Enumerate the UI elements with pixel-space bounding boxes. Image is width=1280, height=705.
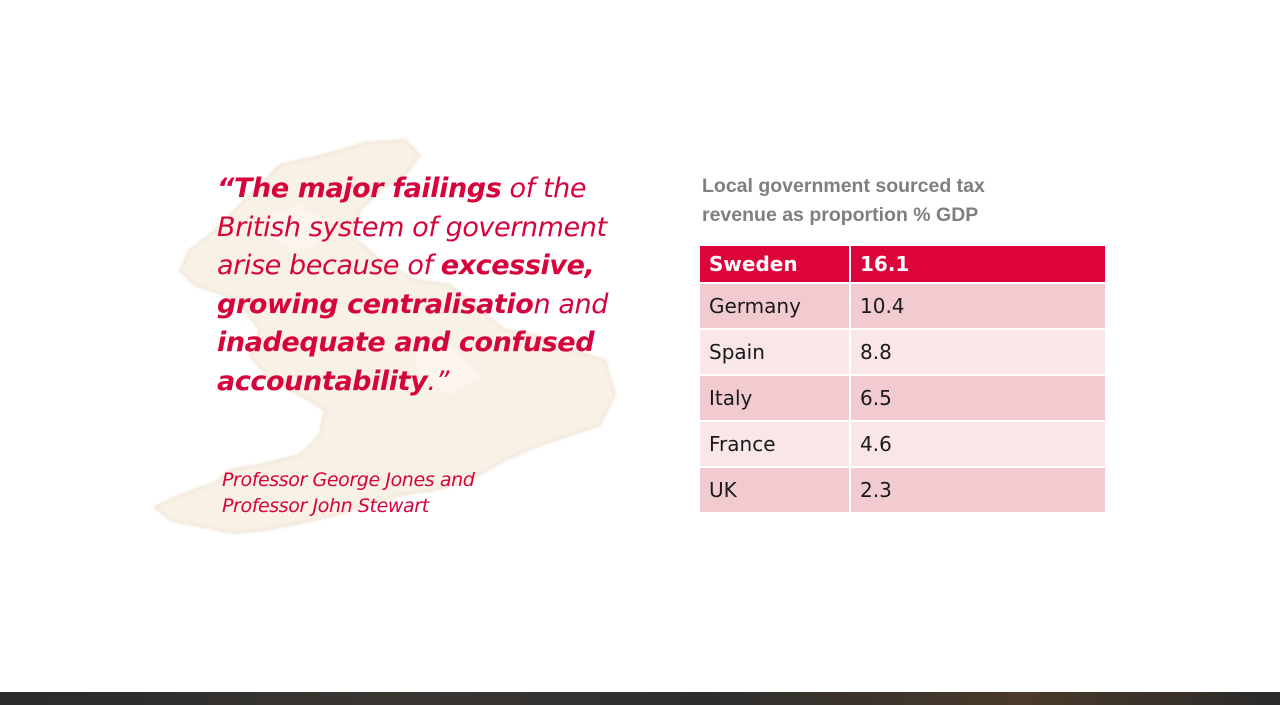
table-row: France 4.6 [698, 420, 1107, 468]
quote-emphasis-1: The major failings [234, 173, 502, 204]
quote-text-2: n and [533, 288, 608, 320]
table-title: Local government sourced tax revenue as … [702, 172, 1082, 230]
table-row: Sweden 16.1 [698, 246, 1107, 284]
table-title-line-1: Local government sourced tax [702, 175, 985, 197]
value-cell: 6.5 [849, 374, 1107, 422]
footer-photo-strip [0, 692, 1280, 705]
table-title-line-2: revenue as proportion % GDP [702, 204, 979, 226]
value-cell: 8.8 [849, 328, 1107, 376]
quote-text: “The major failings of the British syste… [217, 170, 617, 401]
value-cell: 10.4 [849, 282, 1107, 330]
country-cell: UK [698, 466, 851, 514]
attribution-line-2: Professor John Stewart [222, 495, 429, 517]
tax-revenue-table: Sweden 16.1 Germany 10.4 Spain 8.8 Italy… [698, 246, 1107, 514]
quote-emphasis-3: inadequate and confused accountability [217, 327, 595, 397]
value-cell: 2.3 [849, 466, 1107, 514]
quote-text-1: of the British system of government aris… [217, 173, 607, 281]
quote-close-mark: .” [427, 365, 450, 397]
table-row: Germany 10.4 [698, 282, 1107, 330]
country-cell: Spain [698, 328, 851, 376]
table-row: Italy 6.5 [698, 374, 1107, 422]
great-britain-map-image [153, 138, 617, 535]
country-cell: Sweden [698, 246, 851, 284]
quote-open-mark: “ [217, 173, 234, 204]
quote-emphasis-2: excessive, growing centralisatio [217, 250, 595, 320]
country-cell: Italy [698, 374, 851, 422]
country-cell: France [698, 420, 851, 468]
value-cell: 4.6 [849, 420, 1107, 468]
table-row: Spain 8.8 [698, 328, 1107, 376]
value-cell: 16.1 [849, 246, 1107, 284]
quote-attribution: Professor George Jones and Professor Joh… [222, 467, 542, 519]
country-cell: Germany [698, 282, 851, 330]
attribution-line-1: Professor George Jones and [222, 469, 475, 491]
table-row: UK 2.3 [698, 466, 1107, 514]
